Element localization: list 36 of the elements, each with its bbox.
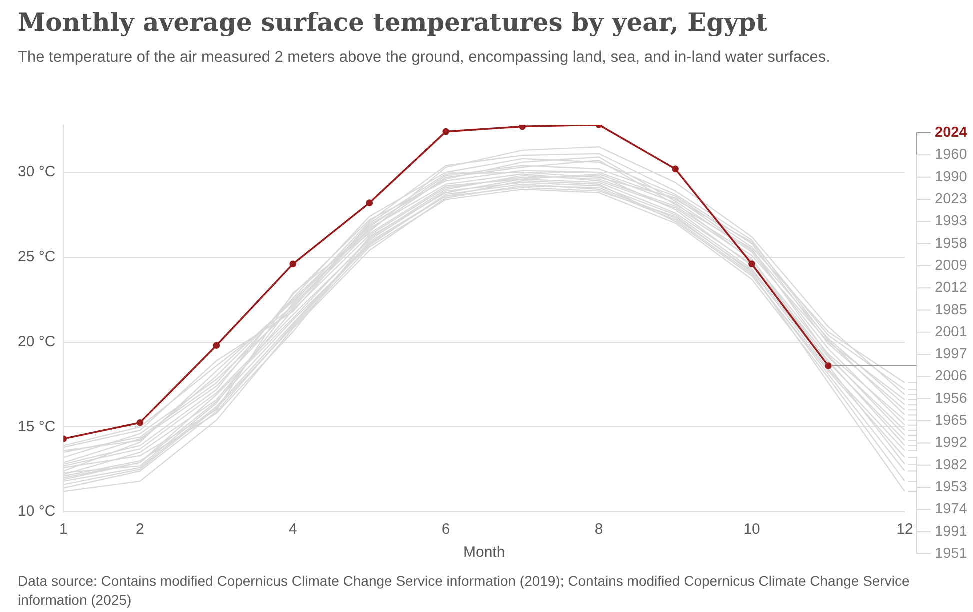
text: 1991	[935, 524, 968, 540]
chart-title: Monthly average surface temperatures by year, Egypt	[18, 8, 768, 37]
text: 1993	[935, 214, 968, 230]
source-note: Data source: Contains modified Copernicus Climate Change Service information (2019); Contains modified Copernicus Climate Change Service information (2025)	[18, 572, 911, 610]
text: 1953	[935, 480, 968, 496]
x-tick-label: 4	[288, 521, 298, 538]
text: 2024	[935, 125, 968, 141]
text: 2009	[935, 258, 968, 274]
text: 1997	[935, 346, 968, 363]
x-tick-label: 6	[442, 521, 450, 538]
text: 1965	[935, 413, 968, 430]
text: 2023	[935, 191, 968, 208]
x-tick-label: 1	[60, 521, 68, 538]
text: 1951	[935, 546, 968, 562]
text: 1974	[935, 502, 968, 518]
x-tick-label: 12	[896, 521, 914, 538]
text: 2006	[935, 368, 968, 385]
text: 1956	[935, 390, 968, 407]
x-tick-label: 8	[594, 521, 604, 538]
legend-label: 1992	[935, 435, 968, 452]
x-tick-label: 2	[136, 521, 144, 538]
y-tick-label: 30 °C	[18, 164, 56, 181]
y-tick-label: 10 °C	[18, 503, 56, 520]
y-tick-label: 20 °C	[18, 333, 56, 350]
y-tick-label: 25 °C	[18, 248, 56, 266]
text: 1958	[935, 236, 968, 252]
y-tick-label: 15 °C	[18, 418, 56, 436]
x-tick-label: 10	[744, 521, 760, 538]
text: 1985	[935, 302, 968, 318]
chart-subtitle: The temperature of the air measured 2 meters above the ground, encompassing land, sea, and in-land water surfaces.	[18, 48, 832, 68]
text: 2012	[935, 280, 968, 296]
text: 2001	[935, 324, 968, 340]
text: 1990	[935, 169, 968, 186]
x-axis-title: Month	[463, 544, 506, 562]
text: 1960	[935, 147, 968, 164]
legend-label: 1982	[935, 457, 968, 474]
